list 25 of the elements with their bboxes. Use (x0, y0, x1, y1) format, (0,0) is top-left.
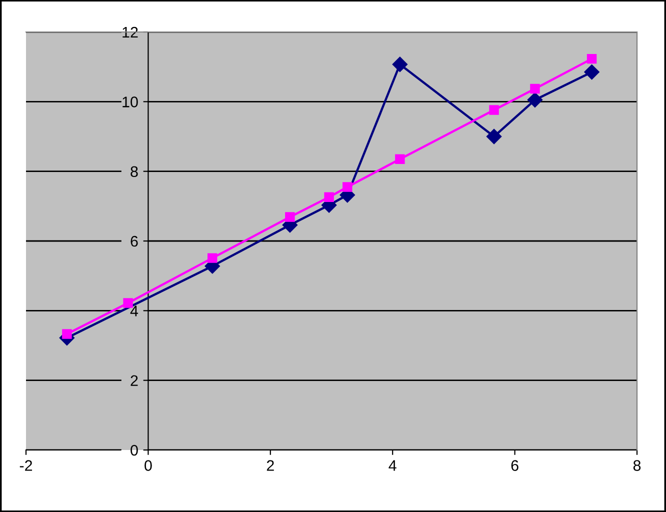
point (395, 154, 405, 164)
point (584, 64, 600, 80)
point (486, 128, 502, 144)
y-tick-label: 10 (122, 96, 138, 108)
y-tick-label: 2 (130, 375, 138, 386)
y-tick-label: 0 (130, 444, 138, 456)
point (586, 54, 597, 64)
point (489, 105, 499, 115)
x-tick-label: 2 (266, 460, 274, 471)
point (392, 56, 408, 72)
point (62, 329, 72, 339)
x-tick-label: 8 (633, 460, 641, 471)
point (527, 92, 543, 108)
x-tick-label: 6 (511, 460, 518, 471)
y-tick-label: 6 (130, 236, 138, 247)
x-tick-label: 0 (144, 460, 152, 471)
point (324, 192, 334, 202)
x-tick-label: 4 (388, 460, 396, 471)
point (207, 253, 218, 263)
point (342, 182, 352, 192)
point (530, 84, 540, 94)
x-tick-label: -2 (20, 460, 32, 471)
y-tick-label: 4 (130, 306, 138, 316)
point (285, 212, 295, 222)
y-tick-label: 8 (130, 166, 138, 178)
